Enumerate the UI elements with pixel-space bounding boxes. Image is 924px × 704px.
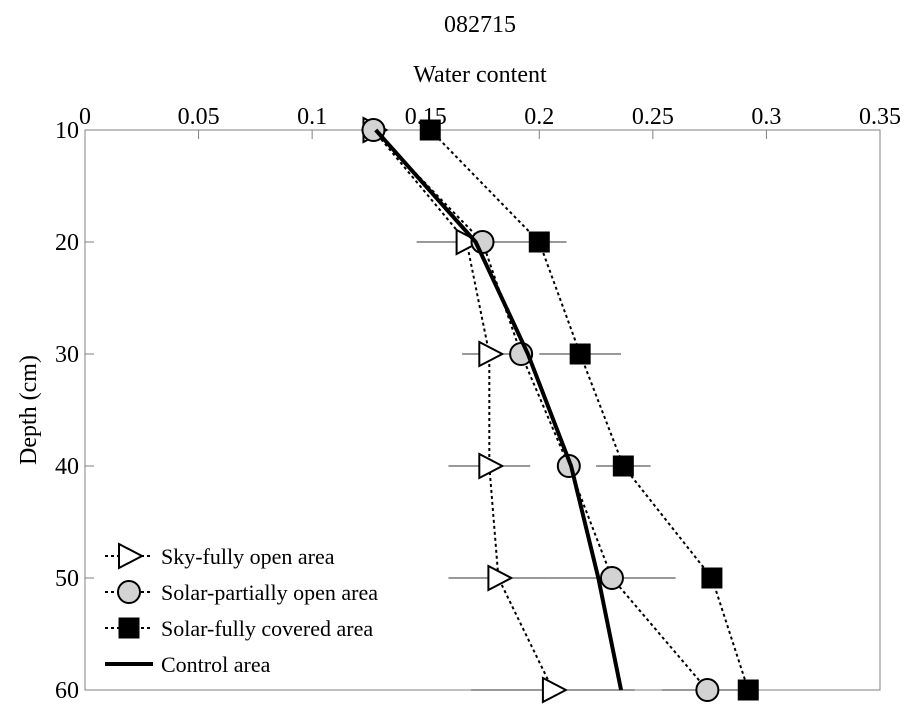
legend: Sky-fully open area Solar-partially open … xyxy=(105,542,378,677)
y-tick-label: 50 xyxy=(55,566,79,592)
series-3 xyxy=(419,119,759,701)
series-line xyxy=(372,129,554,691)
legend-item: Control area xyxy=(105,652,271,677)
x-axis-label: Water content xyxy=(413,62,547,88)
y-tick-label: 20 xyxy=(55,230,79,256)
y-tick-label: 10 xyxy=(55,118,79,144)
legend-marker xyxy=(118,542,145,570)
data-point xyxy=(528,231,550,253)
chart-title: 082715 xyxy=(444,12,516,38)
legend-item: Solar-partially open area xyxy=(105,580,378,605)
data-point xyxy=(599,566,624,590)
x-tick-label: 0.1 xyxy=(297,104,327,130)
series-2 xyxy=(361,118,753,702)
legend-label: Solar-partially open area xyxy=(161,580,378,605)
legend-label: Solar-fully covered area xyxy=(161,616,373,641)
data-point xyxy=(541,676,569,704)
x-axis-ticks: 0 0.05 0.1 0.15 0.2 0.25 0.3 0.35 xyxy=(79,104,901,139)
plot-area-frame xyxy=(84,129,881,691)
legend-marker xyxy=(117,580,141,604)
data-point xyxy=(612,455,634,477)
data-point xyxy=(701,567,723,589)
data-point xyxy=(478,340,505,368)
series-line xyxy=(429,129,750,691)
legend-label: Sky-fully open area xyxy=(161,544,335,569)
y-tick-label: 30 xyxy=(55,342,79,368)
data-point xyxy=(478,452,505,480)
x-tick-label: 0.2 xyxy=(524,104,554,130)
legend-item: Solar-fully covered area xyxy=(105,616,373,641)
series-line xyxy=(372,129,709,691)
y-axis-ticks: 10 20 30 40 50 60 xyxy=(55,118,94,704)
data-point xyxy=(569,343,591,365)
x-tick-label: 0.25 xyxy=(632,104,674,130)
y-tick-label: 40 xyxy=(55,454,79,480)
y-axis-label: Depth (cm) xyxy=(16,355,42,465)
data-point xyxy=(419,119,441,141)
x-tick-label: 0.35 xyxy=(859,104,901,130)
data-point xyxy=(737,679,759,701)
data-point xyxy=(695,678,720,702)
x-tick-label: 0.3 xyxy=(751,104,781,130)
series-1 xyxy=(362,116,635,704)
data-point xyxy=(487,564,514,592)
series-line xyxy=(374,128,624,691)
data-series xyxy=(361,116,759,704)
series-4 xyxy=(374,128,624,691)
legend-marker xyxy=(118,617,140,639)
x-tick-label: 0 xyxy=(79,104,91,130)
legend-item: Sky-fully open area xyxy=(105,542,335,570)
x-tick-label: 0.05 xyxy=(178,104,220,130)
legend-label: Control area xyxy=(161,652,271,677)
y-tick-label: 60 xyxy=(55,678,79,704)
